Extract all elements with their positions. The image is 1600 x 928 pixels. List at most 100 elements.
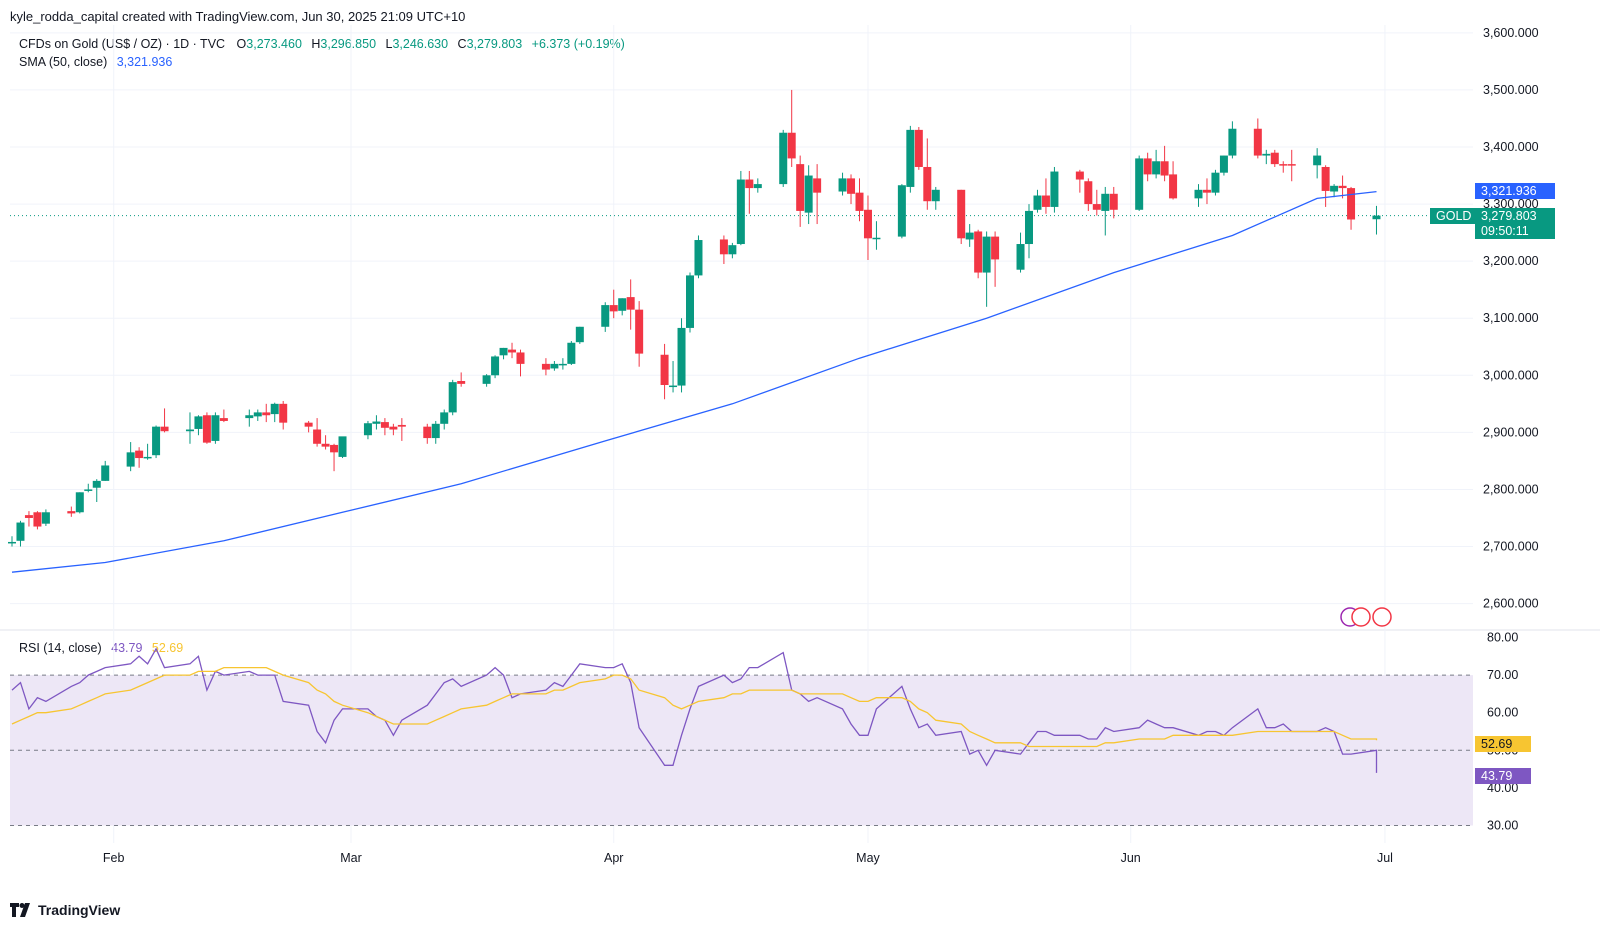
candle-body: [694, 240, 703, 276]
candle-body: [558, 363, 567, 366]
candle-body: [423, 426, 432, 439]
event-flag-icon: [1351, 607, 1371, 627]
candle-body: [1270, 152, 1279, 165]
candle-body: [1084, 181, 1093, 205]
candle-body: [609, 305, 618, 312]
candle-body: [1025, 210, 1033, 245]
price-tick-label: 3,300.000: [1483, 197, 1539, 211]
candle-body: [847, 178, 856, 194]
candle-body: [313, 429, 322, 444]
candle-body: [8, 541, 16, 544]
candle-body: [779, 132, 788, 185]
candle-body: [516, 352, 525, 364]
candle-body: [550, 363, 559, 369]
tradingview-logo[interactable]: TradingView: [10, 902, 120, 918]
candle-body: [185, 429, 194, 432]
price-tick-label: 3,600.000: [1483, 26, 1539, 40]
ohlc-legend: CFDs on Gold (US$ / OZ) · 1D · TVC O3,27…: [19, 37, 625, 51]
time-tick-label: Jun: [1121, 851, 1141, 865]
time-tick-label: May: [856, 851, 880, 865]
rsi-ma-line: [11, 666, 1378, 748]
candle-body: [457, 381, 466, 384]
candle-body: [991, 236, 1000, 260]
tradingview-brand: TradingView: [38, 902, 121, 918]
symbol-tag: GOLD: [1430, 208, 1478, 224]
candle-body: [262, 412, 271, 416]
candle-body: [838, 178, 847, 192]
candle-body: [1219, 155, 1228, 173]
candle-body: [728, 245, 737, 255]
candle-body: [160, 426, 169, 432]
sma-value: 3,321.936: [116, 55, 173, 69]
candle-body: [508, 349, 517, 353]
candle-body: [669, 385, 678, 388]
candle-body: [618, 298, 627, 311]
countdown-tag: 09:50:11: [1475, 223, 1555, 239]
candle-body: [16, 522, 25, 541]
time-tick-label: Jul: [1377, 851, 1393, 865]
candle-body: [75, 492, 84, 513]
candle-body: [1160, 161, 1169, 176]
chart-credit: kyle_rodda_capital created with TradingV…: [10, 9, 466, 24]
candle-body: [202, 415, 211, 443]
candle-body: [499, 347, 508, 356]
candle-body: [897, 185, 906, 237]
candle-body: [143, 456, 152, 459]
candle-body: [440, 412, 449, 424]
candle-body: [321, 443, 330, 447]
candle-body: [482, 375, 491, 384]
candle-body: [1016, 244, 1025, 270]
candle-body: [245, 415, 254, 419]
candle-body: [363, 423, 372, 436]
candle-body: [804, 175, 813, 213]
candle-body: [923, 166, 932, 202]
candle-body: [745, 179, 754, 189]
candle-body: [601, 305, 610, 327]
open-label: O: [236, 37, 247, 51]
candle-body: [279, 403, 288, 423]
candle-body: [575, 326, 584, 343]
candle-body: [1135, 158, 1144, 210]
candle-body: [67, 511, 76, 514]
price-tick-label: 2,700.000: [1483, 540, 1539, 554]
candle-body: [1321, 166, 1330, 191]
candle-body: [330, 444, 339, 453]
candle-body: [796, 164, 805, 211]
candle-body: [677, 327, 686, 386]
candle-body: [253, 412, 262, 417]
rsi-tag: 43.79: [1475, 768, 1531, 784]
candle-body: [863, 209, 872, 239]
candle-body: [1152, 161, 1161, 175]
price-tick-label: 2,900.000: [1483, 425, 1539, 439]
candle-body: [1143, 158, 1152, 175]
rsi-label: RSI (14, close): [19, 641, 102, 655]
price-tick-label: 3,200.000: [1483, 254, 1539, 268]
candle-body: [1202, 189, 1211, 193]
candle-body: [974, 231, 983, 273]
change-value: +6.373 (+0.19%): [531, 37, 625, 51]
price-tick-label: 3,500.000: [1483, 83, 1539, 97]
candle-body: [567, 342, 576, 364]
candle-body: [957, 189, 966, 239]
sma-label: SMA (50, close): [19, 55, 108, 69]
candle-body: [84, 489, 93, 491]
candle-body: [1050, 171, 1059, 207]
time-tick-label: Mar: [340, 851, 362, 865]
candle-body: [660, 354, 669, 385]
candle-body: [1262, 153, 1271, 156]
candle-body: [33, 512, 42, 527]
candle-body: [1313, 155, 1322, 166]
price-tick-label: 3,100.000: [1483, 311, 1539, 325]
candle-body: [1101, 193, 1110, 211]
candle-body: [448, 382, 457, 413]
rsi-line: [11, 647, 1378, 773]
candle-body: [1338, 185, 1347, 189]
instrument-label: CFDs on Gold (US$ / OZ) · 1D · TVC: [19, 37, 226, 51]
candle-body: [491, 356, 500, 376]
candle-body: [1169, 174, 1178, 199]
open-value: 3,273.460: [246, 37, 302, 51]
candle-body: [1033, 195, 1042, 210]
candle-body: [1228, 128, 1237, 156]
candle-body: [397, 424, 406, 427]
